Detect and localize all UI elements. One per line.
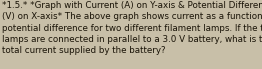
Text: *1.5.* *Graph with Current (A) on Y-axis & Potential Difference
(V) on X-axis* T: *1.5.* *Graph with Current (A) on Y-axis… xyxy=(2,1,262,55)
